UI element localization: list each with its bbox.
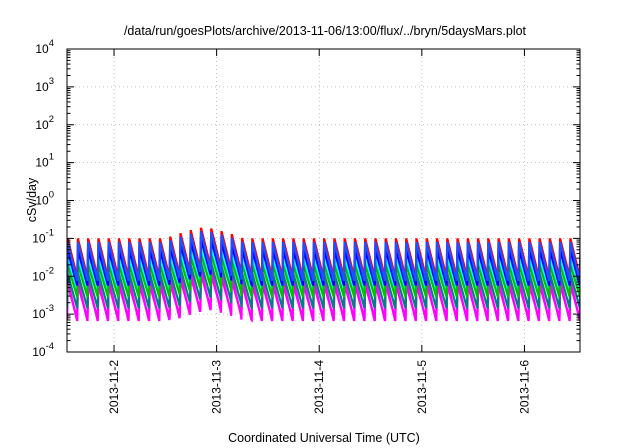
y-tick-label: 10-1 bbox=[32, 227, 54, 245]
y-tick-label: 103 bbox=[35, 76, 54, 94]
chart-title: /data/run/goesPlots/archive/2013-11-06/1… bbox=[124, 24, 527, 38]
y-tick-exponent: -1 bbox=[46, 227, 54, 238]
series-group bbox=[67, 227, 580, 323]
y-tick-label: 10-4 bbox=[32, 341, 54, 359]
y-tick-exponent: 2 bbox=[49, 114, 54, 125]
y-axis-label: cSv/day bbox=[25, 177, 39, 222]
y-tick-label: 10-2 bbox=[32, 265, 54, 283]
y-tick-label: 101 bbox=[35, 152, 54, 170]
x-tick-label: 2013-11-2 bbox=[107, 360, 121, 414]
y-tick-exponent: 3 bbox=[49, 76, 54, 87]
series-line-7 bbox=[67, 231, 580, 283]
x-tick-label: 2013-11-3 bbox=[210, 360, 224, 414]
y-tick-exponent: 0 bbox=[49, 190, 54, 201]
plot-frame bbox=[66, 48, 581, 353]
y-tick-label: 102 bbox=[35, 114, 54, 132]
x-tick-label: 2013-11-4 bbox=[312, 360, 326, 414]
y-tick-exponent: -3 bbox=[46, 303, 54, 314]
y-tick-exponent: -4 bbox=[46, 341, 54, 352]
y-tick-exponent: 1 bbox=[49, 152, 54, 163]
x-axis-label: Coordinated Universal Time (UTC) bbox=[228, 431, 420, 445]
x-tick-labels: 2013-11-2 2013-11-3 2013-11-4 2013-11-5 2013… bbox=[107, 360, 531, 414]
y-tick-exponent: -2 bbox=[46, 265, 54, 276]
y-tick-exponent: 4 bbox=[49, 38, 54, 49]
y-tick-label: 10-3 bbox=[32, 303, 54, 321]
y-tick-label: 104 bbox=[35, 38, 54, 56]
x-tick-label: 2013-11-5 bbox=[415, 360, 429, 414]
x-tick-label: 2013-11-6 bbox=[517, 360, 531, 414]
